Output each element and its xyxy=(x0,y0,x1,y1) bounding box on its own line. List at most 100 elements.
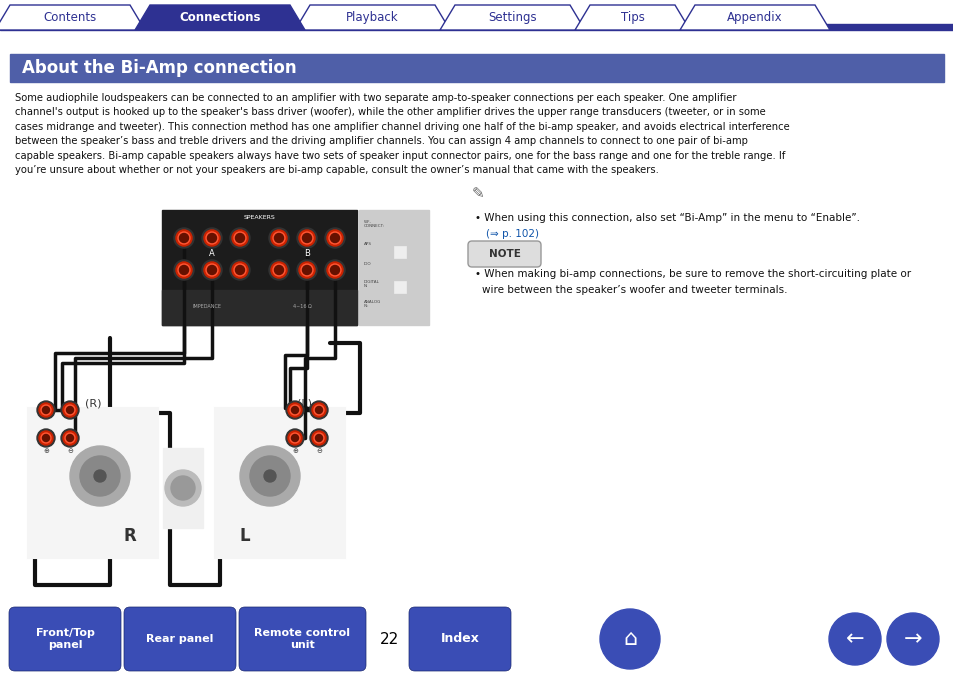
Circle shape xyxy=(202,228,222,248)
Circle shape xyxy=(230,260,250,280)
Circle shape xyxy=(329,232,340,244)
Circle shape xyxy=(302,266,312,275)
Circle shape xyxy=(233,264,246,276)
Text: ANALOG
IN:: ANALOG IN: xyxy=(364,299,381,308)
Circle shape xyxy=(264,470,275,482)
Circle shape xyxy=(298,230,314,246)
Text: R: R xyxy=(124,527,136,545)
Text: DIGITAL
N:: DIGITAL N: xyxy=(364,280,379,288)
FancyBboxPatch shape xyxy=(409,607,511,671)
Circle shape xyxy=(828,613,880,665)
Circle shape xyxy=(314,433,324,443)
Circle shape xyxy=(314,405,324,415)
Circle shape xyxy=(173,260,193,280)
Text: ⌂: ⌂ xyxy=(622,629,637,649)
Circle shape xyxy=(240,446,299,506)
Circle shape xyxy=(206,232,218,244)
Polygon shape xyxy=(0,5,145,30)
Circle shape xyxy=(39,403,53,417)
Circle shape xyxy=(271,230,287,246)
Circle shape xyxy=(325,228,345,248)
Bar xyxy=(162,210,356,325)
Circle shape xyxy=(39,431,53,445)
Text: wire between the speaker’s woofer and tweeter terminals.: wire between the speaker’s woofer and tw… xyxy=(481,285,786,295)
Circle shape xyxy=(235,266,244,275)
Bar xyxy=(358,210,429,325)
Text: →: → xyxy=(902,629,922,649)
Text: About the Bi-Amp connection: About the Bi-Amp connection xyxy=(22,59,296,77)
Text: ⊕: ⊕ xyxy=(292,448,297,454)
Circle shape xyxy=(63,431,77,445)
Circle shape xyxy=(329,264,340,276)
Circle shape xyxy=(273,264,285,276)
Circle shape xyxy=(232,262,248,278)
Circle shape xyxy=(292,435,298,441)
Bar xyxy=(28,408,158,558)
Circle shape xyxy=(288,431,302,445)
Text: ←: ← xyxy=(844,629,863,649)
Circle shape xyxy=(80,456,120,496)
Bar xyxy=(214,408,345,558)
Circle shape xyxy=(292,406,298,413)
Circle shape xyxy=(208,234,216,242)
FancyBboxPatch shape xyxy=(124,607,235,671)
Text: Appendix: Appendix xyxy=(726,11,782,24)
Circle shape xyxy=(288,403,302,417)
Circle shape xyxy=(235,234,244,242)
Circle shape xyxy=(61,429,79,447)
Circle shape xyxy=(208,266,216,275)
Polygon shape xyxy=(439,5,584,30)
Circle shape xyxy=(206,264,218,276)
Text: ⊖: ⊖ xyxy=(315,448,321,454)
Circle shape xyxy=(179,266,189,275)
Circle shape xyxy=(94,470,106,482)
Circle shape xyxy=(175,230,192,246)
Circle shape xyxy=(230,228,250,248)
Text: (R): (R) xyxy=(85,398,101,408)
FancyBboxPatch shape xyxy=(9,607,121,671)
Circle shape xyxy=(41,433,51,443)
Text: ⊕: ⊕ xyxy=(43,448,49,454)
Circle shape xyxy=(65,433,75,443)
Circle shape xyxy=(43,435,50,441)
Text: IMPEDANCE: IMPEDANCE xyxy=(193,304,221,310)
Circle shape xyxy=(178,264,190,276)
Bar xyxy=(10,54,943,82)
Circle shape xyxy=(302,234,312,242)
Text: Index: Index xyxy=(440,633,479,645)
Text: Tips: Tips xyxy=(619,11,644,24)
Circle shape xyxy=(315,435,322,441)
Circle shape xyxy=(178,232,190,244)
Circle shape xyxy=(310,401,328,419)
Circle shape xyxy=(296,260,316,280)
Bar xyxy=(394,246,406,258)
Circle shape xyxy=(37,429,55,447)
Text: A: A xyxy=(209,248,214,258)
Text: 22: 22 xyxy=(380,631,399,647)
Circle shape xyxy=(63,403,77,417)
Circle shape xyxy=(175,262,192,278)
Circle shape xyxy=(327,262,343,278)
Circle shape xyxy=(290,405,299,415)
Text: L: L xyxy=(239,527,250,545)
Text: NOTE: NOTE xyxy=(488,249,520,259)
Circle shape xyxy=(67,406,73,413)
Text: IOO: IOO xyxy=(364,262,372,266)
Circle shape xyxy=(269,228,289,248)
Circle shape xyxy=(301,264,313,276)
Bar xyxy=(162,210,356,325)
Circle shape xyxy=(312,403,326,417)
Circle shape xyxy=(330,234,339,242)
Text: Remote control
unit: Remote control unit xyxy=(254,628,350,650)
Text: APS: APS xyxy=(364,242,372,246)
Text: ⊖: ⊖ xyxy=(67,448,72,454)
Text: • When making bi-amp connections, be sure to remove the short-circuiting plate o: • When making bi-amp connections, be sur… xyxy=(475,269,910,279)
Circle shape xyxy=(296,228,316,248)
Circle shape xyxy=(43,406,50,413)
FancyBboxPatch shape xyxy=(239,607,366,671)
Circle shape xyxy=(165,470,201,506)
Text: Contents: Contents xyxy=(43,11,96,24)
Circle shape xyxy=(886,613,938,665)
Text: Settings: Settings xyxy=(488,11,537,24)
Text: Front/Top
panel: Front/Top panel xyxy=(35,628,94,650)
